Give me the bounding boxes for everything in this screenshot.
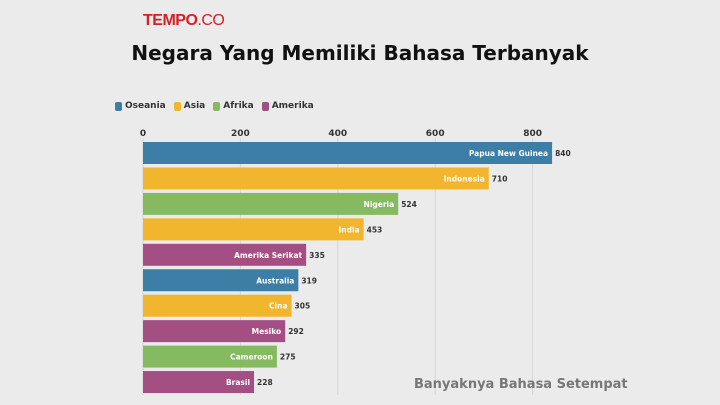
- bar-category-label: Cina: [269, 302, 287, 311]
- legend-item-amerika[interactable]: Amerika: [261, 101, 314, 111]
- bar-value-label: 275: [280, 353, 296, 362]
- bar-value-label: 453: [367, 225, 383, 234]
- bar-value-label: 305: [295, 302, 311, 311]
- bar: [143, 142, 553, 164]
- legend-swatch-amerika: [261, 101, 269, 111]
- bar-category-label: Indonesia: [444, 174, 485, 183]
- tempo-logo: TEMPO.CO: [143, 12, 225, 30]
- x-tick-label: 400: [328, 129, 347, 139]
- legend-label-amerika: Amerika: [271, 101, 314, 111]
- x-tick-label: 800: [523, 129, 542, 139]
- chart-caption: Banyaknya Bahasa Setempat: [414, 377, 628, 392]
- bar-value-label: 319: [301, 276, 317, 285]
- bar: [143, 371, 255, 394]
- legend: Oseania Asia Afrika Amerika: [115, 101, 314, 111]
- legend-item-afrika[interactable]: Afrika: [213, 101, 254, 111]
- legend-swatch-afrika: [213, 101, 221, 111]
- logo-bold: TEMPO: [143, 12, 198, 29]
- logo-light: .CO: [197, 12, 225, 29]
- chart-title: Negara Yang Memiliki Bahasa Terbanyak: [131, 41, 589, 65]
- bar: [143, 294, 292, 317]
- bar-category-label: Papua New Guinea: [469, 149, 548, 158]
- bar-value-label: 335: [309, 251, 325, 260]
- bar-category-label: Cameroon: [230, 353, 273, 362]
- bar-category-label: Nigeria: [364, 200, 395, 209]
- legend-label-oseania: Oseania: [125, 101, 166, 111]
- bar: [143, 269, 299, 292]
- bar-category-label: Brasil: [226, 378, 250, 387]
- bar-category-label: Mesiko: [252, 327, 282, 336]
- legend-swatch-asia: [173, 101, 181, 111]
- legend-item-asia[interactable]: Asia: [173, 101, 206, 111]
- bar-value-label: 228: [257, 378, 273, 387]
- legend-label-asia: Asia: [183, 101, 206, 111]
- bar-value-label: 292: [288, 327, 304, 336]
- legend-label-afrika: Afrika: [223, 101, 254, 111]
- bar-category-label: Australia: [256, 276, 294, 285]
- bar-category-label: Amerika Serikat: [234, 251, 302, 260]
- legend-item-oseania[interactable]: Oseania: [115, 101, 166, 111]
- bar: [143, 345, 277, 368]
- bar: [143, 192, 399, 215]
- bar: [143, 218, 364, 241]
- legend-swatch-oseania: [115, 101, 122, 111]
- bar: [143, 243, 307, 266]
- bar-value-label: 840: [555, 149, 571, 158]
- bar: [143, 167, 489, 190]
- bar-category-label: India: [338, 225, 359, 234]
- bar-value-label: 710: [492, 174, 508, 183]
- x-tick-label: 600: [426, 129, 445, 139]
- x-tick-label: 0: [140, 129, 146, 139]
- bar: [143, 320, 286, 343]
- bar-value-label: 524: [401, 200, 417, 209]
- x-tick-label: 200: [231, 129, 250, 139]
